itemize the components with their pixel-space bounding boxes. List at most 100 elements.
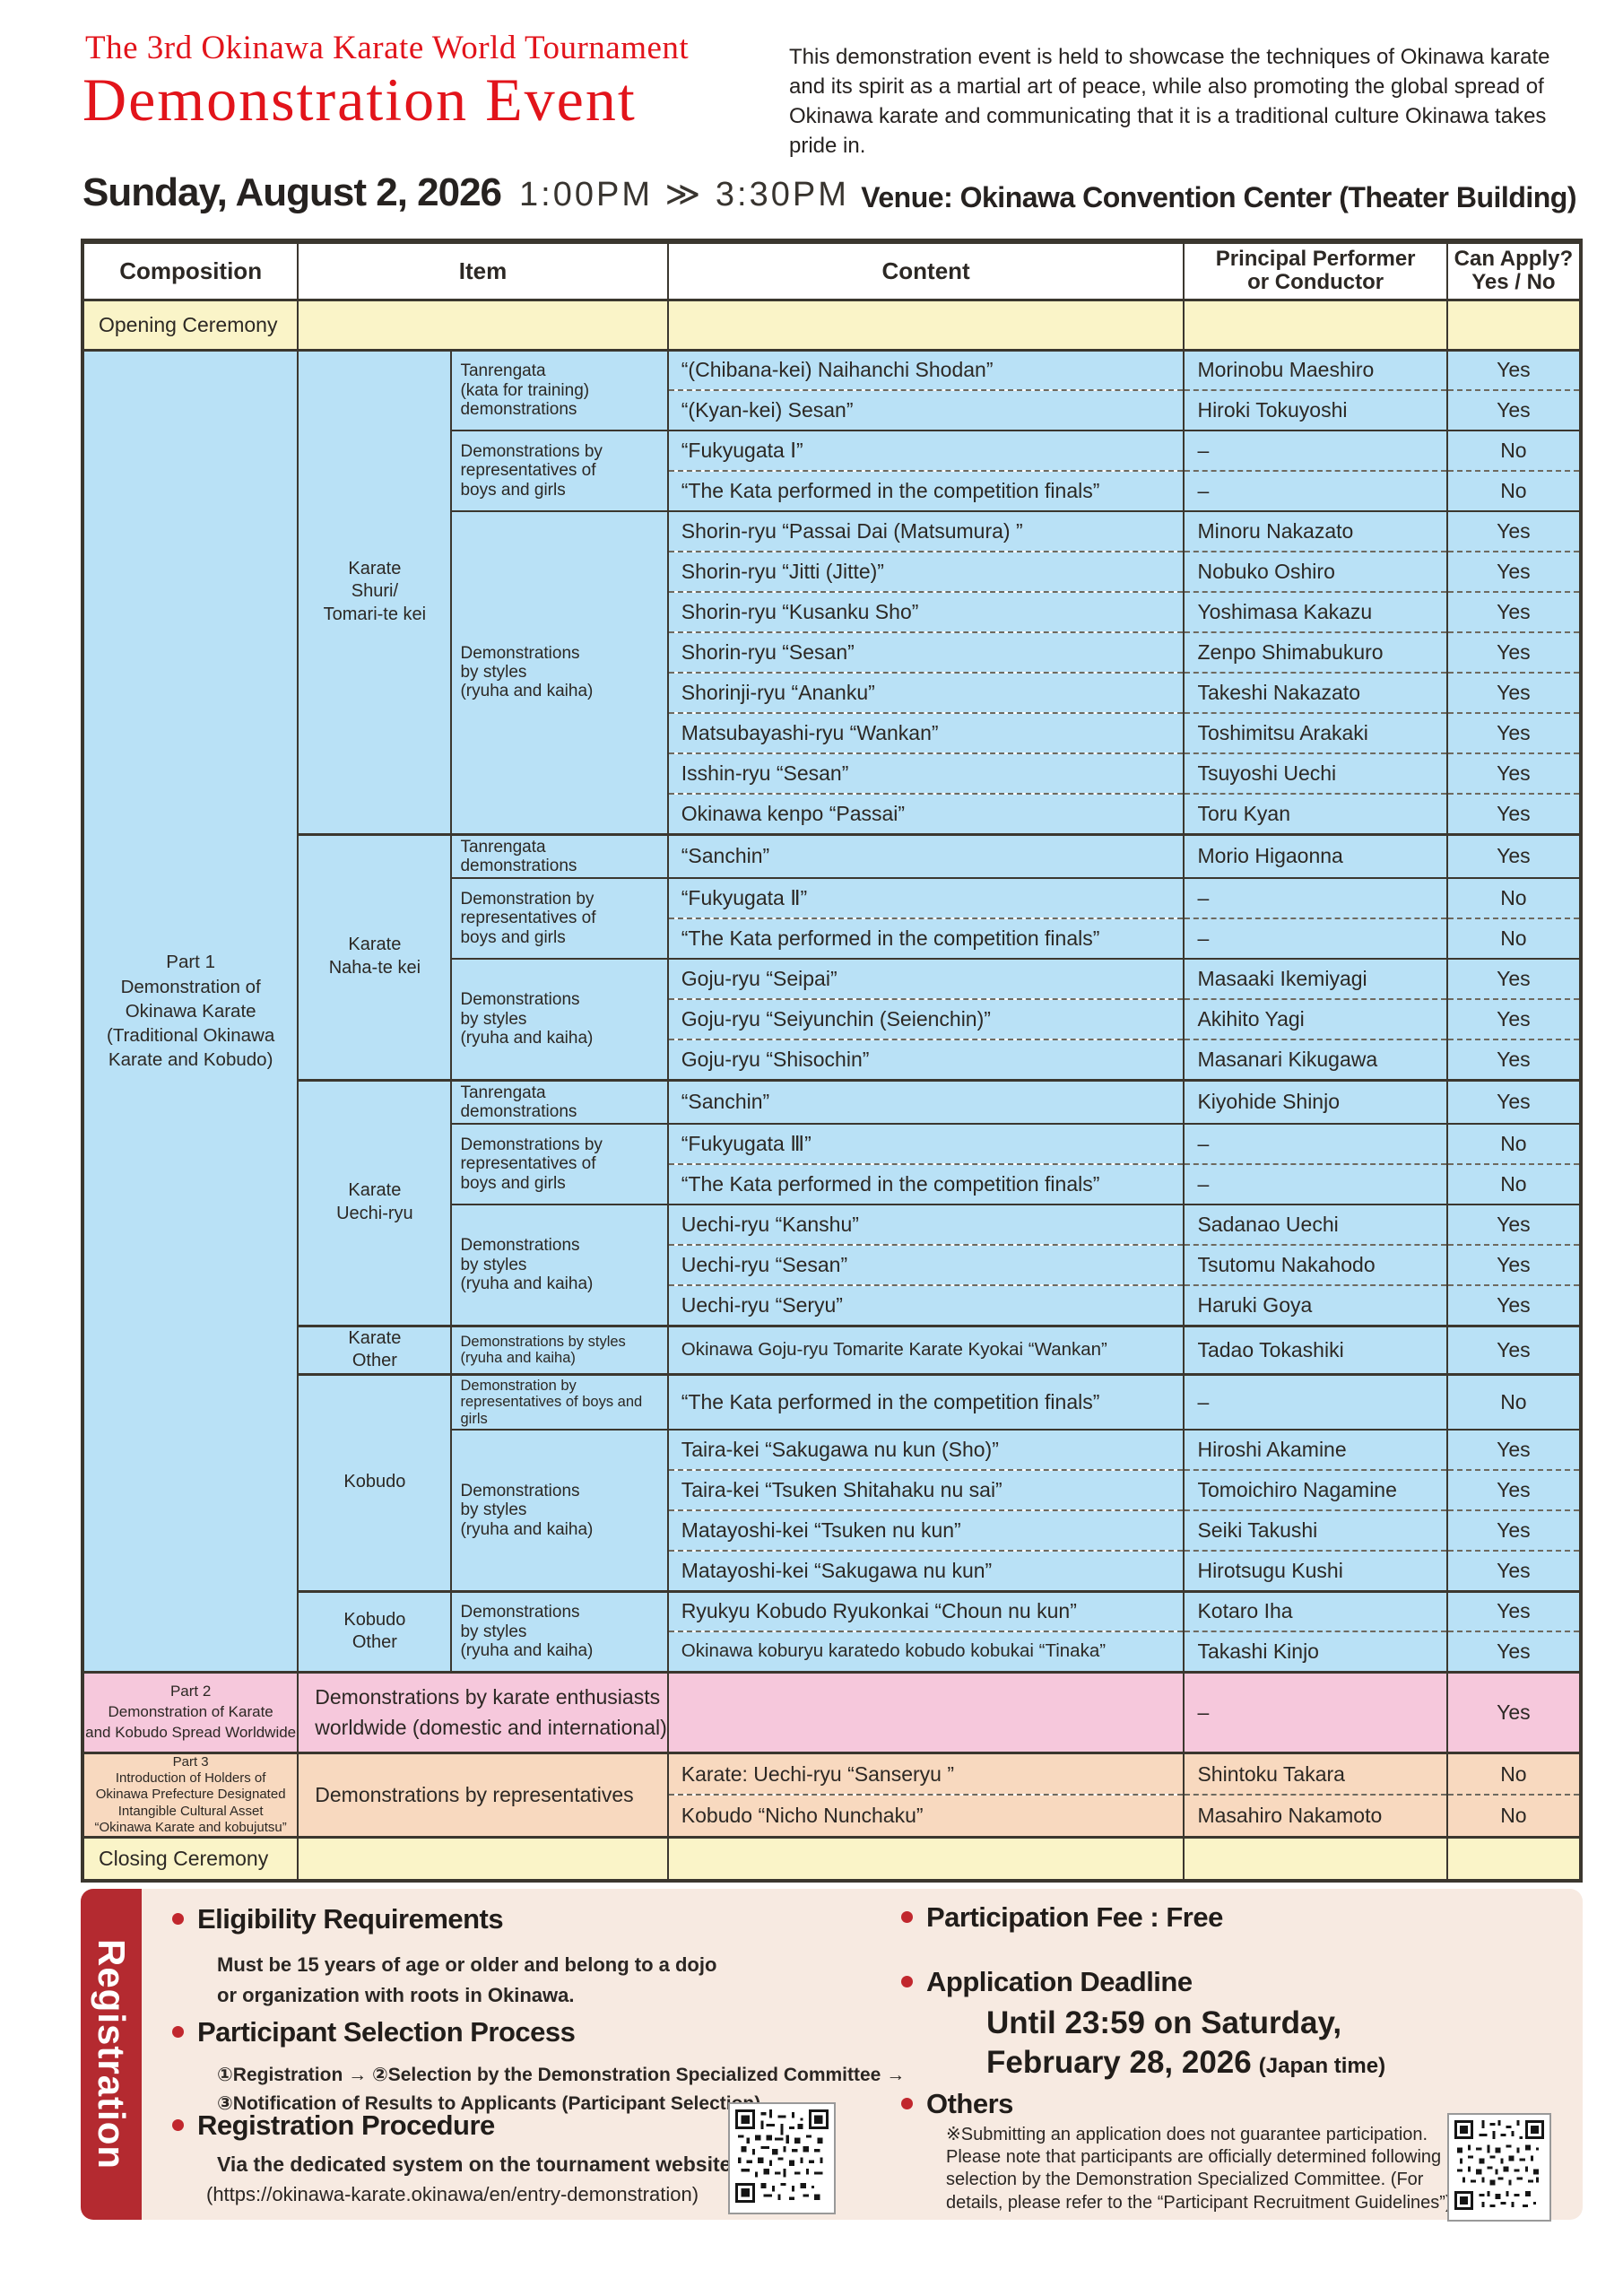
empty-cell — [666, 1836, 1185, 1879]
item-cell: Demonstration by representatives of boys… — [450, 877, 668, 960]
content-cell: “Sanchin” — [666, 1078, 1185, 1125]
item-cell: Demonstration by representatives of boys… — [450, 1372, 668, 1431]
closing-ceremony-row: Closing Ceremony — [84, 1836, 1579, 1879]
program-row: “The Kata performed in the competition f… — [84, 470, 1579, 511]
apply-cell: No — [1445, 1794, 1579, 1838]
program-table: Composition Item Content Principal Perfo… — [81, 239, 1583, 1883]
empty-cell — [1445, 1836, 1579, 1879]
program-row: “The Kata performed in the competition f… — [84, 1163, 1579, 1205]
bullet-icon — [901, 2098, 913, 2109]
tournament-title: The 3rd Okinawa Karate World Tournament — [85, 30, 690, 66]
content-cell: “Fukyugata Ⅱ” — [666, 877, 1185, 919]
apply-cell: Yes — [1445, 348, 1579, 390]
program-row: Demonstrations by representatives of boy… — [84, 430, 1579, 511]
program-row: Taira-kei “Tsuken Shitahaku nu sai” Tomo… — [84, 1469, 1579, 1511]
performer-cell: Tsutomu Nakahodo — [1183, 1244, 1447, 1286]
apply-cell: Yes — [1445, 752, 1579, 794]
event-title: Demonstration Event — [82, 65, 637, 134]
program-row: Shorin-ryu “Sesan” Zenpo Shimabukuro Yes — [84, 631, 1579, 673]
table-header-row: Composition Item Content Principal Perfo… — [84, 244, 1579, 300]
apply-cell: Yes — [1445, 1204, 1579, 1246]
apply-cell: Yes — [1445, 1284, 1579, 1326]
selection-heading: Participant Selection Process — [172, 2016, 576, 2048]
item-cell: Demonstrations by styles (ryuha and kaih… — [450, 1324, 668, 1375]
item-cell: Tanrengata demonstrations — [450, 1078, 668, 1125]
item-cell: Demonstrations by representatives — [297, 1751, 668, 1838]
opening-ceremony-row: Opening Ceremony — [84, 298, 1579, 350]
performer-cell: Kotaro Iha — [1183, 1589, 1447, 1632]
program-row: Part 1 Demonstration of Okinawa Karate (… — [84, 348, 1579, 1673]
performer-cell: Hiroshi Akamine — [1183, 1429, 1447, 1471]
content-cell: Taira-kei “Tsuken Shitahaku nu sai” — [666, 1469, 1185, 1511]
apply-cell: Yes — [1445, 1078, 1579, 1125]
performer-cell: Takashi Kinjo — [1183, 1631, 1447, 1673]
category-cell: Karate Naha-te kei — [297, 832, 452, 1081]
performer-cell: – — [1183, 1670, 1447, 1753]
performer-cell: Nobuko Oshiro — [1183, 551, 1447, 592]
performer-cell: Masaaki Ikemiyagi — [1183, 958, 1447, 1000]
apply-cell: Yes — [1445, 551, 1579, 592]
program-row: Kobudo Other Demonstrations by styles (r… — [84, 1589, 1579, 1673]
deadline-heading: Application Deadline — [901, 1966, 1193, 1998]
apply-cell: Yes — [1445, 1429, 1579, 1471]
eligibility-heading: Eligibility Requirements — [172, 1903, 504, 1935]
column-composition: Composition — [84, 244, 299, 300]
content-cell: “(Chibana-kei) Naihanchi Shodan” — [666, 348, 1185, 390]
apply-cell: Yes — [1445, 1244, 1579, 1286]
apply-cell: Yes — [1445, 1670, 1579, 1753]
content-cell: “(Kyan-kei) Sesan” — [666, 389, 1185, 430]
performer-cell: – — [1183, 918, 1447, 960]
content-cell: “The Kata performed in the competition f… — [666, 918, 1185, 960]
performer-cell: Kiyohide Shinjo — [1183, 1078, 1447, 1125]
performer-cell: – — [1183, 877, 1447, 919]
performer-cell: – — [1183, 1163, 1447, 1205]
content-cell: Matayoshi-kei “Sakugawa nu kun” — [666, 1550, 1185, 1592]
qr-code-icon — [735, 2109, 829, 2203]
part3-row: Kobudo “Nicho Nunchaku” Masahiro Nakamot… — [84, 1794, 1579, 1838]
apply-cell: No — [1445, 1123, 1579, 1165]
event-description: This demonstration event is held to show… — [789, 45, 1550, 158]
column-content: Content — [666, 244, 1185, 300]
performer-cell: Tsuyoshi Uechi — [1183, 752, 1447, 794]
performer-cell: Yoshimasa Kakazu — [1183, 591, 1447, 632]
program-row: Matayoshi-kei “Tsuken nu kun” Seiki Taku… — [84, 1509, 1579, 1552]
part3-row: Part 3 Introduction of Holders of Okinaw… — [84, 1751, 1579, 1838]
program-row: Shorin-ryu “Jitti (Jitte)” Nobuko Oshiro… — [84, 551, 1579, 592]
performer-cell: Haruki Goya — [1183, 1284, 1447, 1326]
venue-line: Venue: Okinawa Convention Center (Theate… — [861, 181, 1576, 213]
bullet-icon — [172, 1913, 184, 1925]
performer-cell: Tomoichiro Nagamine — [1183, 1469, 1447, 1511]
performer-cell: Sadanao Uechi — [1183, 1204, 1447, 1246]
event-time: 1:00PM ≫ 3:30PM — [519, 176, 849, 213]
registration-side-band — [81, 1889, 142, 2220]
program-row: Demonstrations by styles (ryuha and kaih… — [84, 510, 1579, 834]
performer-cell: Morinobu Maeshiro — [1183, 348, 1447, 390]
content-cell: “Fukyugata Ⅰ” — [666, 430, 1185, 471]
opening-ceremony-label: Opening Ceremony — [84, 298, 299, 350]
qr-code-others — [1447, 2113, 1551, 2222]
program-row: Karate Uechi-ryu Tanrengata demonstratio… — [84, 1078, 1579, 1326]
apply-cell: Yes — [1445, 672, 1579, 713]
program-row: Demonstrations by styles (ryuha and kaih… — [84, 1429, 1579, 1592]
content-cell: Taira-kei “Sakugawa nu kun (Sho)” — [666, 1429, 1185, 1471]
content-cell: Isshin-ryu “Sesan” — [666, 752, 1185, 794]
selection-body: ①Registration → ②Selection by the Demons… — [217, 2065, 906, 2114]
content-cell: Shorinji-ryu “Ananku” — [666, 672, 1185, 713]
category-cell: Karate Other — [297, 1324, 452, 1375]
program-row: Karate Other Demonstrations by styles (r… — [84, 1324, 1579, 1375]
event-datetime: Sunday, August 2, 2026 1:00PM ≫ 3:30PM — [82, 170, 849, 215]
content-cell: Uechi-ryu “Sesan” — [666, 1244, 1185, 1286]
apply-cell: Yes — [1445, 389, 1579, 430]
content-cell: Shorin-ryu “Sesan” — [666, 631, 1185, 673]
program-row: Shorinji-ryu “Ananku” Takeshi Nakazato Y… — [84, 672, 1579, 713]
apply-cell: No — [1445, 470, 1579, 511]
program-row: Shorin-ryu “Kusanku Sho” Yoshimasa Kakaz… — [84, 591, 1579, 632]
category-cell: Karate Uechi-ryu — [297, 1078, 452, 1326]
program-row: Demonstration by representatives of boys… — [84, 877, 1579, 960]
qr-code-registration — [728, 2102, 836, 2214]
bullet-icon — [172, 2119, 184, 2131]
program-row: Okinawa kenpo “Passai” Toru Kyan Yes — [84, 793, 1579, 834]
content-cell: “The Kata performed in the competition f… — [666, 1372, 1185, 1431]
column-apply: Can Apply? Yes / No — [1445, 244, 1579, 300]
